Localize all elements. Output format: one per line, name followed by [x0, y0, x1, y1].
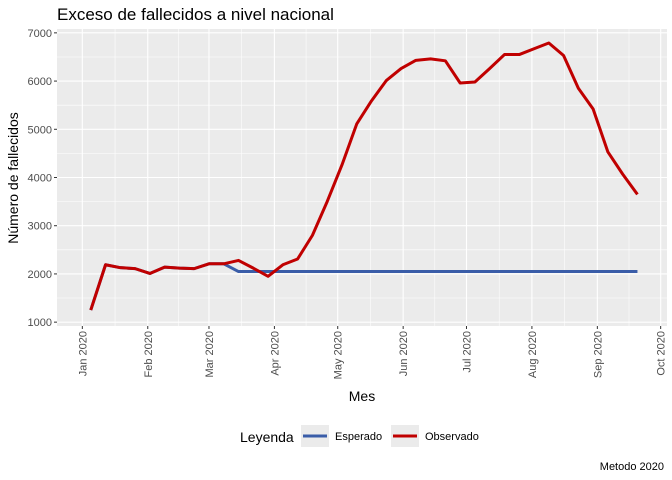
x-tick-label: Sep 2020: [592, 331, 604, 378]
series-layer: [89, 41, 639, 311]
x-tick-label: Jun 2020: [398, 331, 410, 376]
y-tick-label: 4000: [28, 173, 52, 185]
y-tick-label: 1000: [28, 317, 52, 329]
x-axis: Jan 2020 Feb 2020 Mar 2020 Apr 2020 May 2020…: [77, 326, 668, 379]
y-axis-title: Número de fallecidos: [5, 112, 21, 244]
y-tick-label: 5000: [28, 124, 52, 136]
x-axis-title: Mes: [349, 388, 375, 404]
x-tick-label: Oct 2020: [656, 331, 668, 376]
x-tick-label: Aug 2020: [527, 331, 539, 378]
y-tick-label: 7000: [28, 28, 52, 40]
y-tick-label: 6000: [28, 76, 52, 88]
series-line-observado: [89, 41, 639, 311]
x-tick-label: Feb 2020: [143, 331, 155, 377]
x-tick-label: Jan 2020: [77, 331, 89, 376]
legend: Leyenda Esperado Observado: [240, 425, 479, 447]
x-tick-label: Mar 2020: [204, 331, 216, 377]
legend-title: Leyenda: [240, 429, 294, 445]
x-tick-label: May 2020: [333, 331, 345, 379]
legend-label-esperado: Esperado: [335, 431, 382, 443]
y-axis: 1000 2000 3000 4000 5000 6000 7000: [28, 28, 57, 329]
y-tick-label: 2000: [28, 269, 52, 281]
legend-label-observado: Observado: [425, 431, 479, 443]
x-tick-label: Jul 2020: [461, 331, 473, 373]
x-tick-label: Apr 2020: [269, 331, 281, 376]
y-tick-label: 3000: [28, 221, 52, 233]
caption: Metodo 2020: [600, 461, 664, 473]
grid-major: [57, 29, 667, 326]
chart-title: Exceso de fallecidos a nivel nacional: [57, 5, 334, 24]
